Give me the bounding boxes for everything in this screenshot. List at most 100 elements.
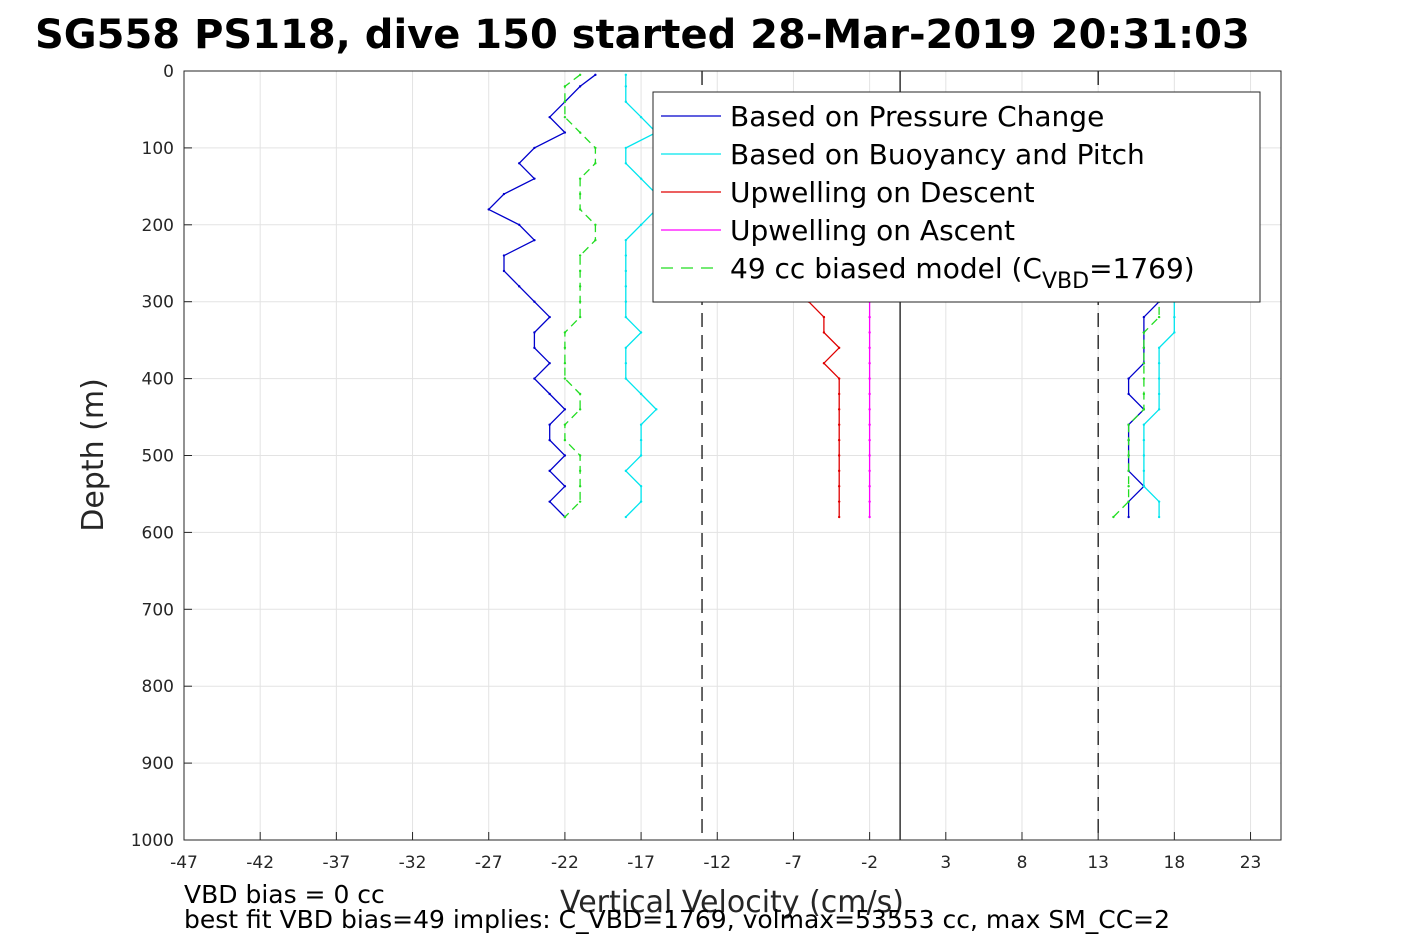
data-point — [1173, 315, 1176, 319]
data-point — [533, 377, 536, 380]
data-point — [624, 469, 628, 473]
data-point — [1142, 362, 1146, 365]
data-point — [837, 377, 841, 380]
data-point — [533, 331, 536, 334]
data-point — [624, 269, 628, 273]
data-point — [533, 238, 536, 242]
data-point — [578, 392, 582, 396]
data-point — [868, 438, 871, 442]
data-point — [868, 392, 871, 396]
data-point — [624, 285, 628, 288]
data-point — [1127, 423, 1130, 426]
data-point — [594, 162, 597, 165]
data-point — [548, 500, 551, 503]
x-tick-label: -47 — [170, 853, 198, 873]
data-point — [639, 115, 643, 119]
data-point — [822, 362, 826, 365]
data-point — [868, 454, 871, 457]
data-point — [578, 500, 582, 503]
data-point — [1142, 423, 1146, 426]
data-point — [548, 438, 551, 442]
x-tick-label: -7 — [785, 853, 802, 873]
y-axis-label: Depth (m) — [76, 378, 111, 532]
data-point — [1127, 515, 1130, 519]
data-point — [837, 500, 841, 503]
data-point — [1142, 377, 1146, 380]
data-point — [822, 315, 826, 319]
x-tick-label: -37 — [322, 853, 350, 873]
data-point — [1127, 500, 1130, 503]
data-point — [578, 300, 582, 303]
data-point — [1142, 438, 1146, 442]
data-point — [563, 377, 567, 380]
data-point — [624, 73, 628, 77]
data-point — [578, 131, 582, 134]
data-point — [502, 269, 506, 273]
data-point — [1142, 485, 1146, 488]
series-3 — [868, 300, 871, 519]
data-point — [563, 423, 567, 426]
x-tick-label: 8 — [1017, 853, 1028, 873]
data-point — [868, 408, 871, 411]
data-point — [1142, 331, 1146, 334]
y-tick-label: 100 — [142, 139, 174, 159]
data-point — [837, 408, 841, 411]
y-tick-label: 200 — [142, 216, 174, 236]
data-point — [563, 454, 567, 457]
data-point — [533, 177, 536, 180]
data-point — [1127, 392, 1130, 396]
data-point — [639, 392, 643, 396]
data-point — [655, 408, 658, 411]
data-point — [837, 438, 841, 442]
data-point — [578, 85, 582, 88]
data-point — [868, 423, 871, 426]
legend: Based on Pressure Change Based on Buoyanc… — [652, 91, 1261, 303]
data-point — [868, 346, 871, 350]
x-tick-label: 23 — [1240, 853, 1262, 873]
data-point — [624, 315, 628, 319]
data-point — [868, 377, 871, 380]
data-point — [624, 100, 628, 103]
data-point — [578, 485, 582, 488]
y-tick-label: 700 — [142, 600, 174, 620]
series-line-descent — [624, 74, 658, 518]
x-tick-label: -22 — [551, 853, 579, 873]
data-point — [563, 346, 567, 350]
data-point — [624, 162, 628, 165]
data-point — [639, 223, 643, 226]
data-point — [837, 469, 841, 473]
series-layer — [487, 73, 1176, 519]
data-point — [822, 331, 826, 334]
data-point — [1157, 408, 1161, 411]
data-point — [1112, 515, 1115, 519]
data-point — [1142, 469, 1146, 473]
data-point — [1157, 362, 1161, 365]
x-tick-label: -27 — [475, 853, 503, 873]
data-point — [563, 438, 567, 442]
x-tick-label: 13 — [1087, 853, 1109, 873]
data-point — [578, 192, 582, 196]
data-point — [837, 346, 841, 350]
data-point — [868, 515, 871, 519]
series-line-descent — [487, 74, 596, 518]
data-point — [1127, 438, 1130, 442]
data-point — [594, 146, 597, 150]
data-point — [578, 454, 582, 457]
data-point — [1157, 500, 1161, 503]
legend-label: Upwelling on Ascent — [730, 214, 1015, 247]
x-tick-label: -17 — [627, 853, 655, 873]
data-point — [563, 408, 567, 411]
data-point — [1157, 315, 1161, 319]
data-point — [548, 362, 551, 365]
data-point — [578, 269, 582, 273]
data-point — [533, 300, 536, 303]
data-point — [1142, 454, 1146, 457]
data-point — [1173, 331, 1176, 334]
footer-line-1: VBD bias = 0 cc — [184, 880, 385, 909]
data-point — [548, 392, 551, 396]
data-point — [578, 285, 582, 288]
y-axis-ticks: 0 100 200 300 400 500 600 700 800 900 1000 — [131, 62, 192, 851]
x-tick-label: -32 — [399, 853, 427, 873]
data-point — [1127, 454, 1130, 457]
